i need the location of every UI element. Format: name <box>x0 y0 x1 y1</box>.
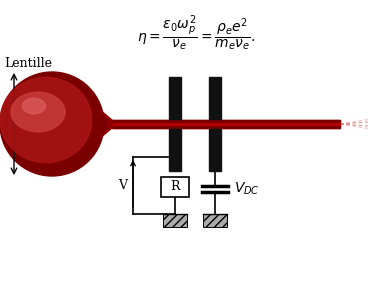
Bar <box>161 177 189 197</box>
Text: $\eta = \dfrac{\epsilon_0 \omega_p^2}{\nu_e} = \dfrac{\rho_e e^2}{m_e \nu_e}.$: $\eta = \dfrac{\epsilon_0 \omega_p^2}{\n… <box>137 14 255 53</box>
Text: Lentille: Lentille <box>4 57 52 70</box>
Bar <box>112 120 340 128</box>
Bar <box>163 214 187 227</box>
Bar <box>209 77 221 119</box>
Bar <box>112 126 340 128</box>
Polygon shape <box>100 110 112 138</box>
Text: $V_{DC}$: $V_{DC}$ <box>234 181 260 197</box>
Polygon shape <box>96 110 106 138</box>
Bar <box>169 77 181 119</box>
Text: R: R <box>170 180 180 194</box>
Bar <box>209 129 221 171</box>
Ellipse shape <box>23 98 45 114</box>
Bar <box>169 129 181 171</box>
Bar <box>112 120 340 122</box>
Text: V: V <box>118 179 127 192</box>
Ellipse shape <box>0 72 104 176</box>
Ellipse shape <box>11 92 65 132</box>
Ellipse shape <box>0 77 92 163</box>
Bar <box>203 214 227 227</box>
